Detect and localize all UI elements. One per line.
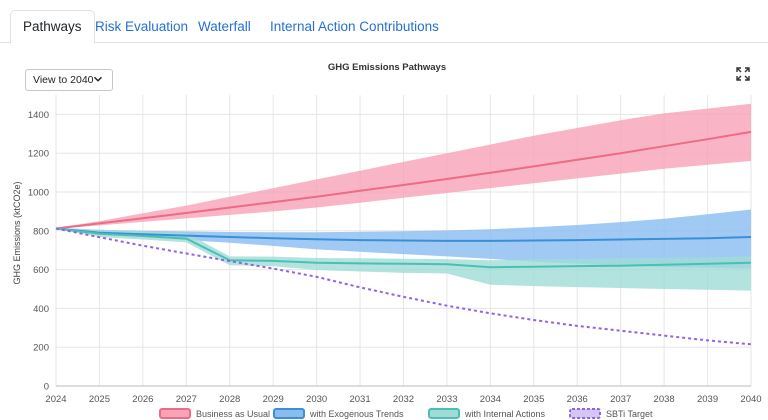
tab-pathways[interactable]: Pathways [10, 10, 95, 44]
view-range-select-value: View to 2040 [33, 74, 94, 86]
x-tick-label: 2025 [89, 394, 110, 405]
view-range-select[interactable]: View to 2040 [25, 69, 113, 91]
y-axis-label: GHG Emissions (ktCO2e) [12, 181, 22, 284]
legend-swatch-2[interactable] [428, 408, 460, 419]
x-tick-label: 2033 [436, 394, 457, 405]
band-series-1 [56, 209, 751, 269]
y-tick-label: 200 [33, 343, 49, 354]
legend-swatch-3[interactable] [569, 408, 601, 419]
x-tick-label: 2026 [132, 394, 153, 405]
x-tick-label: 2034 [480, 394, 501, 405]
x-tick-label: 2038 [654, 394, 675, 405]
x-tick-label: 2031 [349, 394, 370, 405]
tab-risk-evaluation[interactable]: Risk Evaluation [95, 19, 189, 34]
line-series-0 [55, 130, 752, 230]
chart-legend: Business as Usual with Exogenous Trends wi… [159, 408, 653, 419]
y-tick-label: 1000 [28, 188, 49, 199]
y-tick-label: 1400 [28, 110, 49, 121]
legend-swatch-0[interactable] [159, 408, 191, 419]
band-series-2 [56, 227, 751, 291]
y-tick-label: 400 [33, 304, 49, 315]
legend-label-0[interactable]: Business as Usual [196, 409, 270, 419]
legend-label-2[interactable]: with Internal Actions [464, 409, 546, 419]
chart-title: GHG Emissions Pathways [328, 62, 446, 73]
emissions-chart: GHG Emissions Pathways GHG Emissions (kt… [12, 62, 762, 419]
line-series-1 [55, 227, 752, 242]
x-tick-label: 2036 [567, 394, 588, 405]
tab-bar: Pathways Risk Evaluation Waterfall Inter… [0, 0, 768, 44]
y-tick-label: 600 [33, 265, 49, 276]
tab-internal-action-contributions[interactable]: Internal Action Contributions [270, 19, 439, 34]
x-tick-label: 2032 [393, 394, 414, 405]
y-tick-label: 800 [33, 226, 49, 237]
x-tick-label: 2024 [45, 394, 66, 405]
x-tick-label: 2037 [610, 394, 631, 405]
x-tick-label: 2035 [523, 394, 544, 405]
chart-bands [56, 103, 751, 291]
legend-label-3[interactable]: SBTi Target [606, 409, 653, 419]
x-tick-label: 2039 [697, 394, 718, 405]
x-tick-label: 2040 [740, 394, 761, 405]
chart-lines [55, 130, 752, 346]
legend-label-1[interactable]: with Exogenous Trends [309, 409, 404, 419]
band-series-0 [56, 103, 751, 229]
x-tick-label: 2027 [176, 394, 197, 405]
x-tick-label: 2028 [219, 394, 240, 405]
x-tick-label: 2030 [306, 394, 327, 405]
line-series-3 [55, 227, 752, 346]
x-tick-label: 2029 [263, 394, 284, 405]
y-tick-label: 0 [44, 382, 49, 393]
tab-waterfall[interactable]: Waterfall [198, 19, 251, 34]
chevron-down-icon [94, 76, 102, 82]
line-series-2 [55, 227, 752, 269]
expand-icon[interactable] [736, 67, 750, 81]
legend-swatch-1[interactable] [273, 408, 305, 419]
chart-axes: 0 200 400 600 800 1000 1200 1400 2024 2025 2026 202… [28, 110, 762, 405]
y-tick-label: 1200 [28, 149, 49, 160]
